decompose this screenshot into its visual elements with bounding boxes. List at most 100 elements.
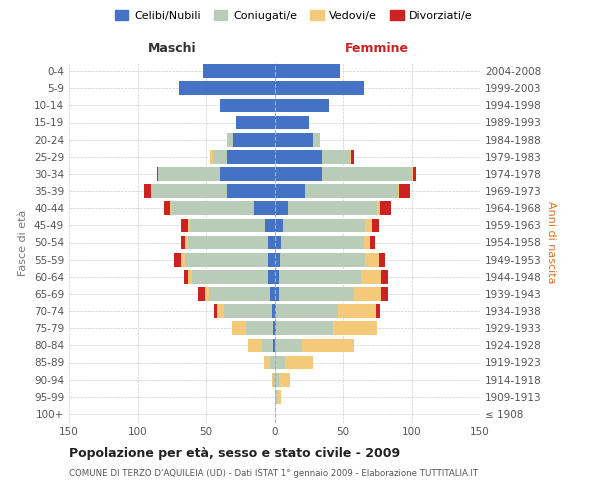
Bar xyxy=(382,287,388,301)
Bar xyxy=(302,338,354,352)
Bar xyxy=(181,253,185,266)
Bar xyxy=(275,338,302,352)
Bar xyxy=(380,202,391,215)
Bar xyxy=(377,202,380,215)
Bar xyxy=(175,253,181,266)
Bar xyxy=(275,133,313,146)
Text: COMUNE DI TERZO D'AQUILEIA (UD) - Dati ISTAT 1° gennaio 2009 - Elaborazione TUTT: COMUNE DI TERZO D'AQUILEIA (UD) - Dati I… xyxy=(69,469,478,478)
Bar xyxy=(184,270,188,283)
Bar xyxy=(273,322,275,335)
Bar xyxy=(232,322,246,335)
Bar xyxy=(275,322,276,335)
Legend: Celibi/Nubili, Coniugati/e, Vedovi/e, Divorziati/e: Celibi/Nubili, Coniugati/e, Vedovi/e, Di… xyxy=(111,6,477,25)
Bar xyxy=(364,236,370,250)
Bar xyxy=(413,167,416,181)
Bar xyxy=(248,338,262,352)
Bar xyxy=(338,304,376,318)
Bar xyxy=(275,356,286,370)
Bar xyxy=(170,202,172,215)
Bar xyxy=(145,184,151,198)
Bar xyxy=(412,167,413,181)
Bar xyxy=(185,253,268,266)
Bar xyxy=(399,184,410,198)
Bar xyxy=(181,236,185,250)
Bar xyxy=(157,167,158,181)
Bar xyxy=(214,304,217,318)
Y-axis label: Fasce di età: Fasce di età xyxy=(19,210,28,276)
Bar xyxy=(278,287,354,301)
Bar xyxy=(272,304,275,318)
Bar xyxy=(188,270,193,283)
Bar xyxy=(276,322,334,335)
Bar xyxy=(271,356,275,370)
Bar xyxy=(280,253,365,266)
Bar xyxy=(268,270,275,283)
Bar xyxy=(227,184,275,198)
Bar xyxy=(220,167,275,181)
Bar xyxy=(262,338,273,352)
Text: Maschi: Maschi xyxy=(148,42,196,56)
Bar xyxy=(334,322,377,335)
Bar xyxy=(268,253,275,266)
Bar xyxy=(275,218,283,232)
Bar xyxy=(275,270,278,283)
Bar xyxy=(271,287,275,301)
Text: Femmine: Femmine xyxy=(345,42,409,56)
Bar xyxy=(275,236,281,250)
Bar xyxy=(185,236,188,250)
Bar xyxy=(188,236,268,250)
Bar xyxy=(351,150,354,164)
Text: Popolazione per età, sesso e stato civile - 2009: Popolazione per età, sesso e stato civil… xyxy=(69,448,400,460)
Bar xyxy=(179,82,275,95)
Bar xyxy=(213,150,227,164)
Bar xyxy=(276,304,338,318)
Bar xyxy=(151,184,227,198)
Bar xyxy=(313,133,320,146)
Bar xyxy=(275,304,276,318)
Bar xyxy=(277,390,281,404)
Bar xyxy=(322,167,412,181)
Bar xyxy=(209,287,271,301)
Bar xyxy=(354,287,382,301)
Bar xyxy=(272,373,273,386)
Bar xyxy=(398,184,399,198)
Bar xyxy=(233,133,275,146)
Bar xyxy=(275,287,278,301)
Bar xyxy=(198,287,205,301)
Bar xyxy=(203,64,275,78)
Bar xyxy=(224,304,272,318)
Bar xyxy=(350,150,351,164)
Bar xyxy=(227,133,233,146)
Bar xyxy=(164,202,170,215)
Bar xyxy=(286,356,313,370)
Bar xyxy=(379,253,385,266)
Bar xyxy=(372,218,379,232)
Bar xyxy=(275,184,305,198)
Bar xyxy=(181,218,188,232)
Bar xyxy=(273,373,275,386)
Bar xyxy=(210,150,213,164)
Bar xyxy=(275,167,322,181)
Bar xyxy=(275,64,340,78)
Bar xyxy=(275,390,277,404)
Bar xyxy=(227,150,275,164)
Bar xyxy=(275,373,278,386)
Bar xyxy=(275,82,364,95)
Bar xyxy=(246,322,273,335)
Bar xyxy=(265,218,275,232)
Bar xyxy=(278,373,290,386)
Bar xyxy=(190,218,265,232)
Y-axis label: Anni di nascita: Anni di nascita xyxy=(545,201,556,284)
Bar xyxy=(288,202,377,215)
Bar xyxy=(376,304,380,318)
Bar xyxy=(172,202,254,215)
Bar xyxy=(365,218,372,232)
Bar xyxy=(217,304,224,318)
Bar xyxy=(192,270,268,283)
Bar xyxy=(281,236,364,250)
Bar xyxy=(382,270,388,283)
Bar xyxy=(254,202,275,215)
Bar xyxy=(220,98,275,112)
Bar xyxy=(365,253,379,266)
Bar xyxy=(322,150,350,164)
